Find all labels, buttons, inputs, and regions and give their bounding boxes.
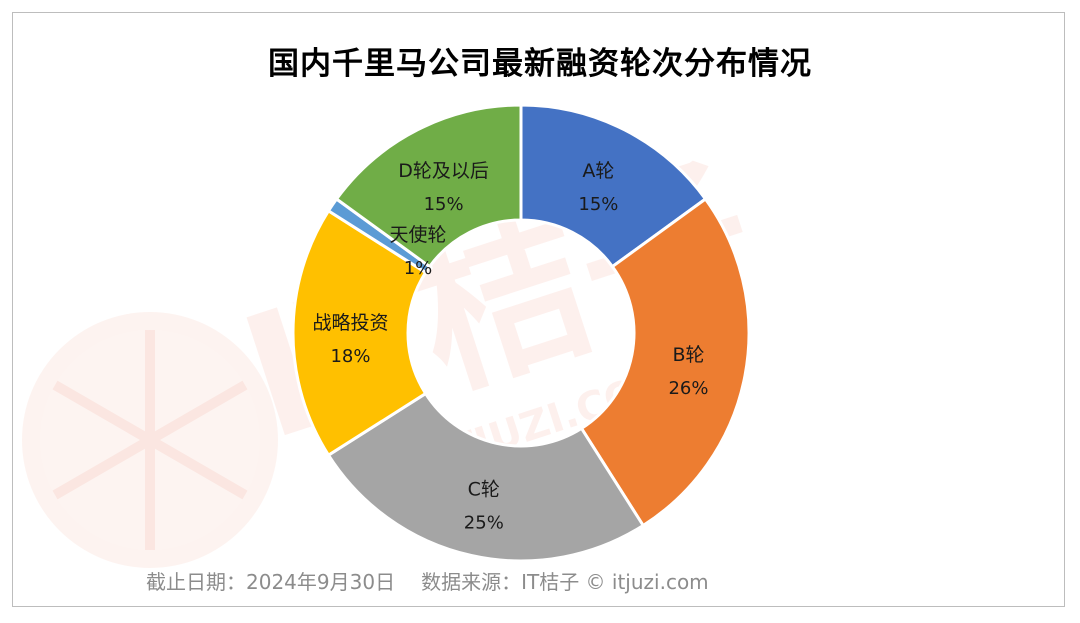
slice-label-5: D轮及以后 bbox=[398, 160, 489, 182]
slice-value-1: 26% bbox=[668, 378, 708, 399]
slice-value-3: 18% bbox=[330, 346, 370, 367]
slice-label-3: 战略投资 bbox=[312, 312, 388, 334]
slice-label-1: B轮 bbox=[672, 344, 704, 366]
slice-5 bbox=[334, 103, 523, 269]
labels-group: A轮 15% B轮 26% C轮 25% 战略投资 18% 天使轮 1% D轮及以后 15% bbox=[312, 160, 708, 533]
slice-label-0: A轮 bbox=[582, 160, 614, 182]
footer-source: 数据来源：IT桔子 © itjuzi.com bbox=[421, 570, 709, 594]
slice-value-5: 15% bbox=[424, 194, 464, 215]
slice-label-2: C轮 bbox=[468, 478, 500, 500]
slice-value-0: 15% bbox=[578, 194, 618, 215]
slice-2 bbox=[326, 391, 646, 563]
footer-date: 截止日期：2024年9月30日 bbox=[146, 570, 396, 594]
slice-1 bbox=[579, 196, 751, 528]
slice-label-4: 天使轮 bbox=[389, 224, 446, 246]
slices-group bbox=[291, 103, 751, 563]
slice-value-4: 1% bbox=[404, 258, 433, 279]
slice-0 bbox=[519, 103, 708, 269]
slice-value-2: 25% bbox=[464, 512, 504, 533]
slice-3 bbox=[291, 208, 428, 458]
chart-title: 国内千里马公司最新融资轮次分布情况 bbox=[268, 46, 812, 82]
footer: 截止日期：2024年9月30日 数据来源：IT桔子 © itjuzi.com bbox=[146, 566, 709, 595]
